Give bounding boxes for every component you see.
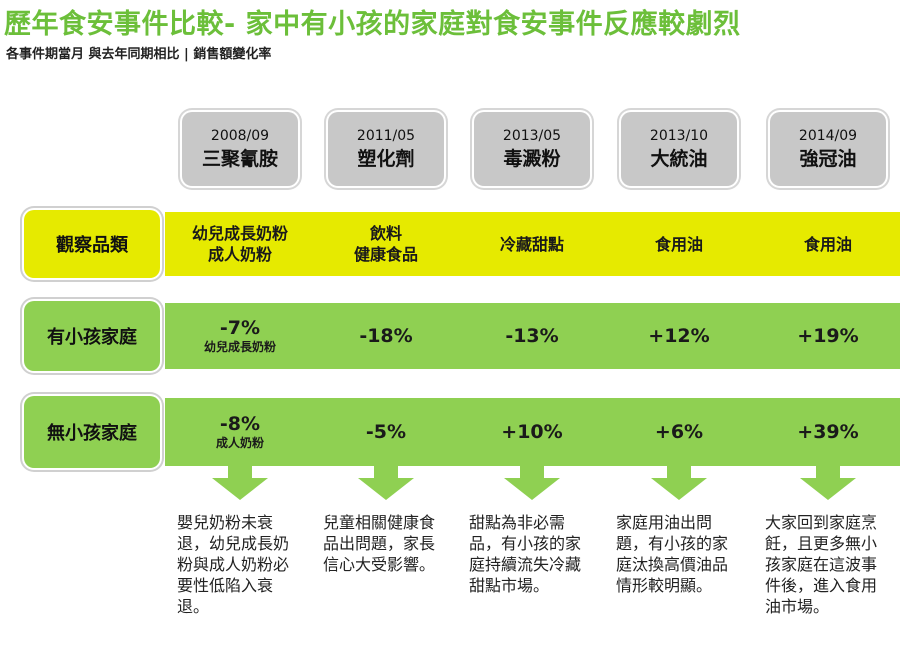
without-kids-value: -5% <box>365 421 407 443</box>
category-line: 冷藏甜點 <box>499 234 564 254</box>
category-line: 幼兒成長奶粉 <box>191 224 288 243</box>
event-name: 強冠油 <box>799 148 857 170</box>
page-subtitle: 各事件期當月 與去年同期相比 | 銷售額變化率 <box>6 47 272 62</box>
without-kids-value: +6% <box>654 421 704 443</box>
category-line: 食用油 <box>803 234 852 254</box>
with-kids-value: -7% <box>219 317 261 339</box>
row-label-category: 觀察品類 <box>24 210 160 278</box>
with-kids-value: +12% <box>648 325 710 347</box>
row-label-without-kids: 無小孩家庭 <box>24 396 160 468</box>
down-arrow-icon <box>212 462 268 500</box>
event-name: 三聚氰胺 <box>201 148 278 170</box>
event-note: 大家回到家庭烹飪，且更多無小孩家庭在這波事件後，進入食用油市場。 <box>765 513 878 616</box>
with-kids-cell: -13% <box>462 303 602 369</box>
without-kids-value: -8% <box>219 413 261 435</box>
event-date: 2013/10 <box>649 128 709 144</box>
event-date: 2014/09 <box>798 128 858 144</box>
event-box: 2013/10 大統油 <box>621 112 737 186</box>
event-note: 嬰兒奶粉未衰退，幼兒成長奶粉與成人奶粉必要性低陷入衰退。 <box>177 513 290 616</box>
category-line: 食用油 <box>654 234 703 254</box>
event-box: 2013/05 毒澱粉 <box>474 112 590 186</box>
without-kids-cell: +39% <box>758 398 898 466</box>
without-kids-value: +10% <box>501 421 563 443</box>
category-line: 成人奶粉 <box>207 245 272 264</box>
category-line: 健康食品 <box>353 245 418 264</box>
without-kids-cell: +6% <box>609 398 749 466</box>
with-kids-note: 幼兒成長奶粉 <box>203 340 276 354</box>
without-kids-cell: +10% <box>462 398 602 466</box>
event-date: 2013/05 <box>502 128 562 144</box>
event-name: 大統油 <box>650 148 708 170</box>
with-kids-band <box>165 303 900 369</box>
page-title: 歷年食安事件比較- 家中有小孩的家庭對食安事件反應較劇烈 <box>4 9 741 40</box>
category-cell: 飲料 健康食品 <box>316 212 456 276</box>
event-name: 塑化劑 <box>357 148 415 170</box>
without-kids-cell: -5% <box>316 398 456 466</box>
with-kids-cell: -18% <box>316 303 456 369</box>
event-box: 2008/09 三聚氰胺 <box>182 112 298 186</box>
with-kids-value: -13% <box>505 325 559 347</box>
down-arrow-icon <box>358 462 414 500</box>
event-note: 甜點為非必需品，有小孩的家庭持續流失冷藏甜點市場。 <box>469 513 582 595</box>
with-kids-value: +19% <box>797 325 859 347</box>
with-kids-cell: -7% 幼兒成長奶粉 <box>170 303 310 369</box>
down-arrow-icon <box>504 462 560 500</box>
event-name: 毒澱粉 <box>503 148 561 170</box>
event-note: 家庭用油出問題，有小孩的家庭汰換高價油品情形較明顯。 <box>616 513 729 595</box>
row-label-with-kids: 有小孩家庭 <box>24 301 160 371</box>
event-note: 兒童相關健康食品出問題，家長信心大受影響。 <box>323 513 436 574</box>
category-cell: 食用油 <box>758 212 898 276</box>
category-band <box>165 212 900 276</box>
event-box: 2014/09 強冠油 <box>770 112 886 186</box>
category-line: 飲料 <box>369 224 402 243</box>
down-arrow-icon <box>651 462 707 500</box>
without-kids-value: +39% <box>797 421 859 443</box>
with-kids-value: -18% <box>359 325 413 347</box>
without-kids-band <box>165 398 900 466</box>
event-box: 2011/05 塑化劑 <box>328 112 444 186</box>
down-arrow-icon <box>800 462 856 500</box>
without-kids-note: 成人奶粉 <box>215 436 264 450</box>
event-date: 2008/09 <box>210 128 270 144</box>
category-cell: 幼兒成長奶粉 成人奶粉 <box>170 212 310 276</box>
event-date: 2011/05 <box>356 128 416 144</box>
category-cell: 食用油 <box>609 212 749 276</box>
category-cell: 冷藏甜點 <box>462 212 602 276</box>
with-kids-cell: +19% <box>758 303 898 369</box>
with-kids-cell: +12% <box>609 303 749 369</box>
without-kids-cell: -8% 成人奶粉 <box>170 398 310 466</box>
